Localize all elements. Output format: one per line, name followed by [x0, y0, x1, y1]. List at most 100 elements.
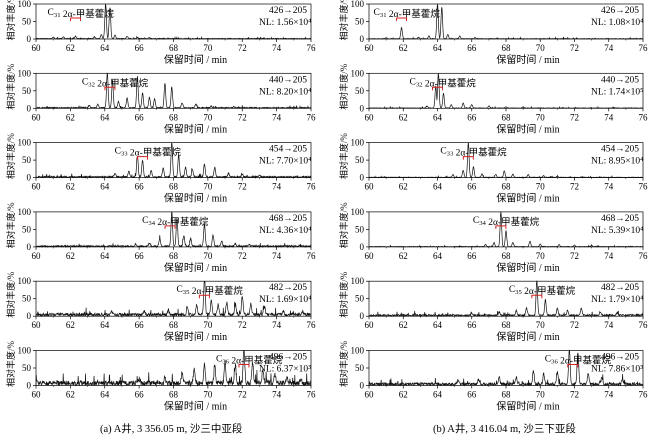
y-tick-label: 50	[22, 363, 32, 373]
x-tick-label: 72	[238, 182, 247, 192]
y-tick-label: 0	[360, 381, 365, 391]
compound-bracket	[238, 364, 250, 368]
y-tick-label: 0	[360, 173, 365, 183]
x-axis-label: 保留时间 / min	[164, 53, 227, 66]
y-tick-label: 50	[22, 86, 32, 96]
x-tick-label: 62	[66, 43, 75, 53]
compound-bracket	[462, 156, 474, 160]
x-tick-label: 60	[32, 112, 42, 122]
x-tick-label: 74	[604, 182, 614, 192]
x-tick-label: 72	[570, 182, 579, 192]
compound-bracket	[567, 364, 579, 368]
x-tick-label: 72	[238, 251, 247, 261]
chromatogram-trace	[35, 142, 312, 179]
y-tick-label: 50	[355, 363, 365, 373]
x-tick-label: 66	[467, 251, 477, 261]
x-tick-label: 76	[307, 43, 317, 53]
y-tick-label: 100	[18, 0, 32, 9]
y-axis-label: 相对丰度/%	[5, 202, 16, 249]
x-tick-label: 72	[570, 43, 579, 53]
x-tick-label: 68	[502, 112, 512, 122]
x-tick-label: 66	[135, 320, 145, 330]
x-axis-label: 保留时间 / min	[496, 400, 559, 413]
chromatogram-trace	[35, 3, 312, 40]
transition-label: 496→205	[269, 353, 307, 363]
x-tick-label: 60	[32, 320, 42, 330]
x-tick-label: 68	[169, 182, 179, 192]
x-tick-label: 70	[203, 112, 213, 122]
x-tick-label: 68	[169, 43, 179, 53]
x-tick-label: 62	[66, 320, 75, 330]
chart-panel-a-1: 0 50 100 60 62 64 66 68 70 72 74 76 保留时间 / min 相对丰度/%…	[5, 0, 316, 66]
compound-label: C31 2α-甲基藿烷	[48, 8, 115, 20]
x-tick-label: 62	[66, 251, 75, 261]
x-tick-label: 70	[536, 43, 546, 53]
y-tick-label: 100	[351, 276, 365, 286]
chart-panel-a-4: 0 50 100 60 62 64 66 68 70 72 74 76 保留时间 / min 相对丰度/%…	[5, 202, 316, 274]
y-axis-label: 相对丰度/%	[338, 63, 349, 110]
x-tick-label: 72	[570, 320, 579, 330]
y-tick-label: 100	[18, 346, 32, 356]
compound-label: C33 2α-甲基藿烷	[115, 147, 182, 159]
compound-label: C35 2α-甲基藿烷	[509, 285, 576, 297]
x-axis-label: 保留时间 / min	[496, 192, 559, 205]
x-tick-label: 62	[399, 182, 408, 192]
x-tick-label: 74	[272, 251, 282, 261]
x-tick-label: 74	[604, 251, 614, 261]
x-tick-label: 74	[272, 182, 282, 192]
x-tick-label: 60	[365, 251, 375, 261]
chromatogram-trace	[368, 349, 644, 387]
x-tick-label: 74	[604, 390, 614, 400]
x-tick-label: 70	[203, 182, 213, 192]
y-tick-label: 100	[351, 346, 365, 356]
y-axis-label: 相对丰度/%	[338, 340, 349, 387]
x-tick-label: 64	[433, 182, 443, 192]
compound-bracket	[495, 225, 507, 229]
y-tick-label: 100	[18, 276, 32, 286]
transition-label: 426→205	[269, 6, 307, 16]
chromatogram-trace	[35, 72, 312, 110]
compound-label: C32 2α-甲基藿烷	[82, 77, 149, 89]
y-tick-label: 50	[22, 294, 32, 304]
x-tick-label: 76	[639, 251, 649, 261]
x-tick-label: 66	[467, 390, 477, 400]
x-tick-label: 72	[570, 112, 579, 122]
transition-label: 482→205	[601, 283, 639, 293]
x-tick-label: 70	[536, 251, 546, 261]
x-tick-label: 68	[169, 320, 179, 330]
x-tick-label: 70	[203, 390, 213, 400]
x-tick-label: 70	[536, 320, 546, 330]
x-tick-label: 66	[135, 390, 145, 400]
y-tick-label: 100	[18, 138, 32, 148]
compound-bracket	[396, 17, 408, 21]
y-tick-label: 100	[351, 138, 365, 148]
x-tick-label: 66	[135, 251, 145, 261]
chromatogram-trace	[35, 211, 312, 249]
x-tick-label: 74	[272, 112, 282, 122]
chromatogram-trace	[368, 73, 644, 110]
y-tick-label: 0	[27, 173, 32, 183]
x-tick-label: 62	[66, 390, 75, 400]
y-tick-label: 50	[22, 224, 32, 234]
chart-panel-b-4: 0 50 100 60 62 64 66 68 70 72 74 76 保留时间 / min 相对丰度/%…	[338, 202, 648, 274]
x-tick-label: 66	[135, 112, 145, 122]
x-tick-label: 74	[272, 320, 282, 330]
x-tick-label: 60	[365, 43, 375, 53]
transition-label: 426→205	[601, 6, 639, 16]
x-tick-label: 70	[203, 320, 213, 330]
x-tick-label: 62	[399, 43, 408, 53]
chart-panel-b-2: 0 50 100 60 62 64 66 68 70 72 74 76 保留时间 / min 相对丰度/%…	[338, 63, 648, 135]
y-tick-label: 0	[360, 34, 365, 44]
transition-label: 496→205	[601, 353, 639, 363]
y-tick-label: 50	[355, 17, 365, 27]
y-tick-label: 0	[27, 381, 32, 391]
chromatogram-trace	[35, 281, 312, 318]
x-tick-label: 60	[32, 390, 42, 400]
x-tick-label: 72	[238, 43, 247, 53]
transition-label: 482→205	[269, 283, 307, 293]
y-tick-label: 0	[360, 242, 365, 252]
x-tick-label: 74	[272, 43, 282, 53]
chart-panel-b-3: 0 50 100 60 62 64 66 68 70 72 74 76 保留时间 / min 相对丰度/%…	[338, 133, 648, 205]
y-tick-label: 50	[355, 294, 365, 304]
